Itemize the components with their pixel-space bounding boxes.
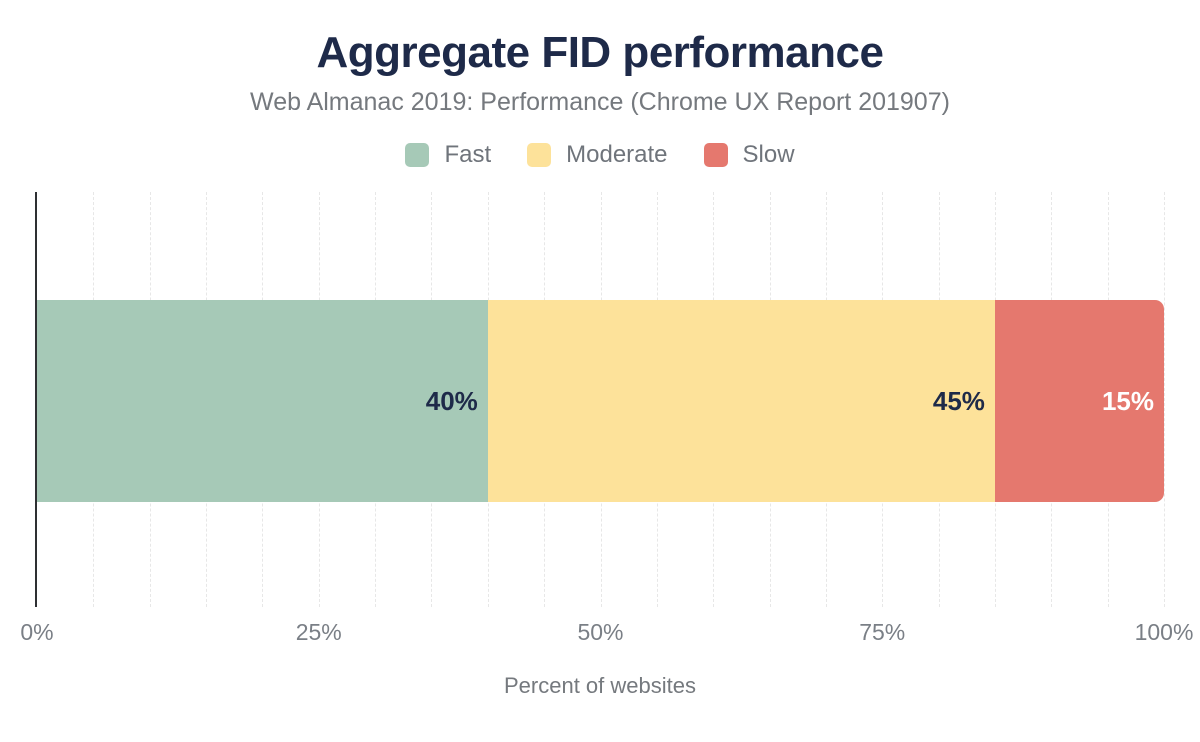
legend: Fast Moderate Slow	[0, 141, 1200, 169]
chart-subtitle: Web Almanac 2019: Performance (Chrome UX…	[250, 88, 950, 116]
x-tick-50: 50%	[577, 619, 624, 645]
bar-segment-moderate[interactable]: 45%	[487, 300, 995, 502]
legend-item-fast[interactable]: Fast	[405, 141, 491, 169]
legend-item-moderate[interactable]: Moderate	[527, 141, 668, 169]
bar-segment-value-label: 45%	[932, 385, 985, 416]
x-tick-100: 100%	[1134, 619, 1194, 645]
x-axis-ticks: 0% 25% 50% 75% 100%	[20, 619, 1193, 649]
bar-segment-value-label: 40%	[425, 385, 478, 416]
plot-area: 40% 45% 15% 0% 25% 50% 75% 100%	[20, 192, 1193, 645]
legend-item-slow[interactable]: Slow	[703, 141, 795, 169]
stacked-bar: 40% 45% 15%	[37, 300, 1164, 502]
x-tick-75: 75%	[859, 619, 906, 645]
gridline	[1164, 192, 1165, 607]
legend-label: Slow	[742, 141, 795, 168]
legend-label: Moderate	[566, 141, 668, 168]
x-tick-25: 25%	[295, 619, 342, 645]
legend-swatch-slow	[703, 143, 728, 167]
legend-label: Fast	[444, 141, 492, 168]
y-axis-line	[35, 192, 37, 607]
x-tick-0: 0%	[20, 619, 54, 645]
bar-segment-fast[interactable]: 40%	[37, 300, 488, 502]
legend-swatch-moderate	[527, 143, 552, 167]
bar-segment-value-label: 15%	[1101, 385, 1154, 416]
bar-segment-slow[interactable]: 15%	[994, 300, 1164, 502]
chart-title: Aggregate FID performance	[316, 28, 884, 77]
x-axis-title: Percent of websites	[504, 673, 696, 698]
legend-swatch-fast	[405, 143, 430, 167]
